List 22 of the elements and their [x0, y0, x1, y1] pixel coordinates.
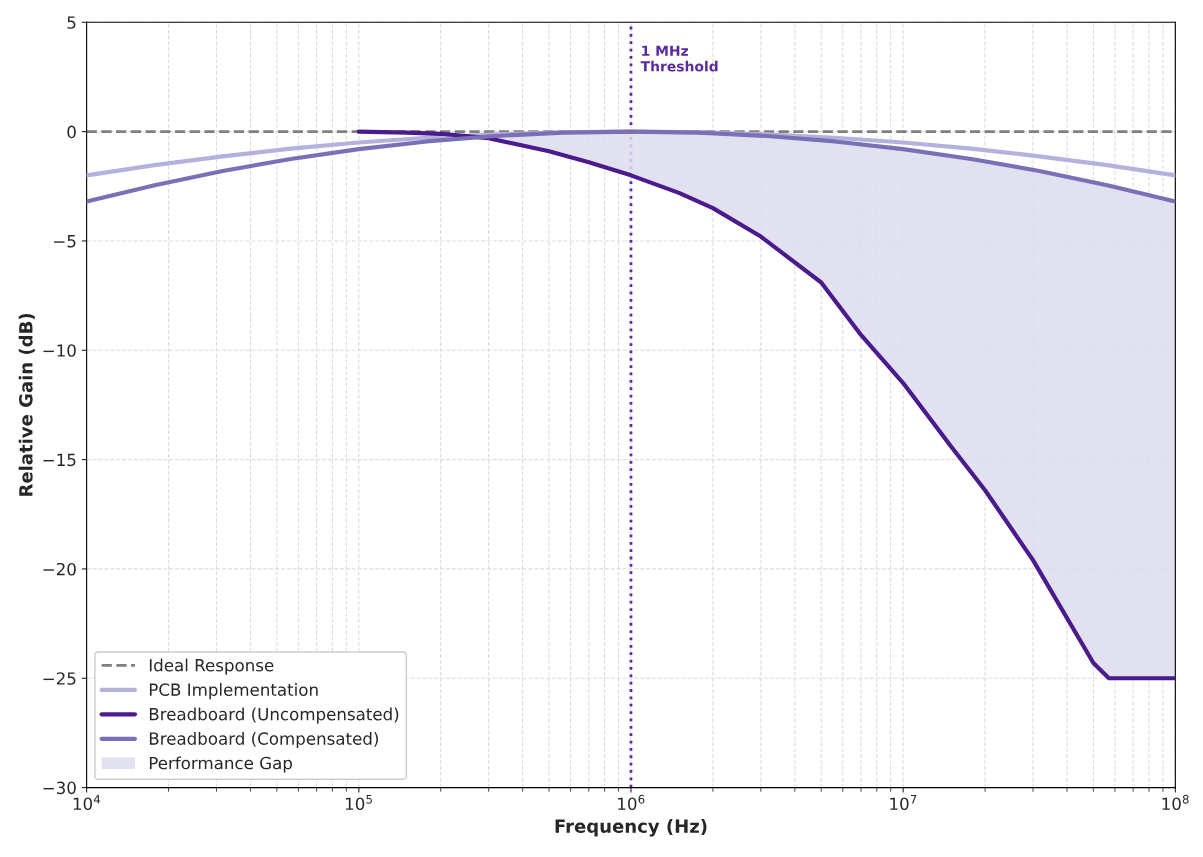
x-tick-label: 10$^{4}$ — [73, 794, 101, 811]
y-tick-label: −30 — [43, 781, 76, 795]
annotation: Performance Gap — [149, 756, 292, 773]
legend-label: Breadboard (Compensated) — [149, 731, 378, 749]
y-tick-label: −10 — [43, 344, 76, 357]
legend-label: PCB Implementation — [149, 683, 318, 700]
x-axis-title: Frequency (Hz) — [555, 818, 707, 837]
ref-line-label: 1 MHz Threshold — [640, 45, 718, 72]
y-axis-title: Relative Gain (dB) — [18, 313, 35, 496]
x-tick-label: 10$^{7}$ — [890, 794, 917, 811]
legend-label: Breadboard (Uncompensated) — [149, 707, 399, 724]
line-series — [86, 129, 1176, 204]
y-tick-label: −5 — [54, 235, 76, 248]
y-tick-label: 5 — [67, 16, 76, 29]
x-tick-label: 10$^{8}$ — [1162, 794, 1189, 811]
legend-label: Ideal Response — [149, 658, 274, 675]
x-tick-label: 10$^{6}$ — [618, 794, 645, 811]
y-tick-label: −20 — [43, 562, 76, 576]
y-tick-label: 0 — [67, 125, 76, 139]
y-tick-label: −25 — [43, 672, 76, 685]
y-tick-label: −15 — [43, 453, 76, 467]
x-tick-label: 10$^{5}$ — [345, 794, 372, 811]
